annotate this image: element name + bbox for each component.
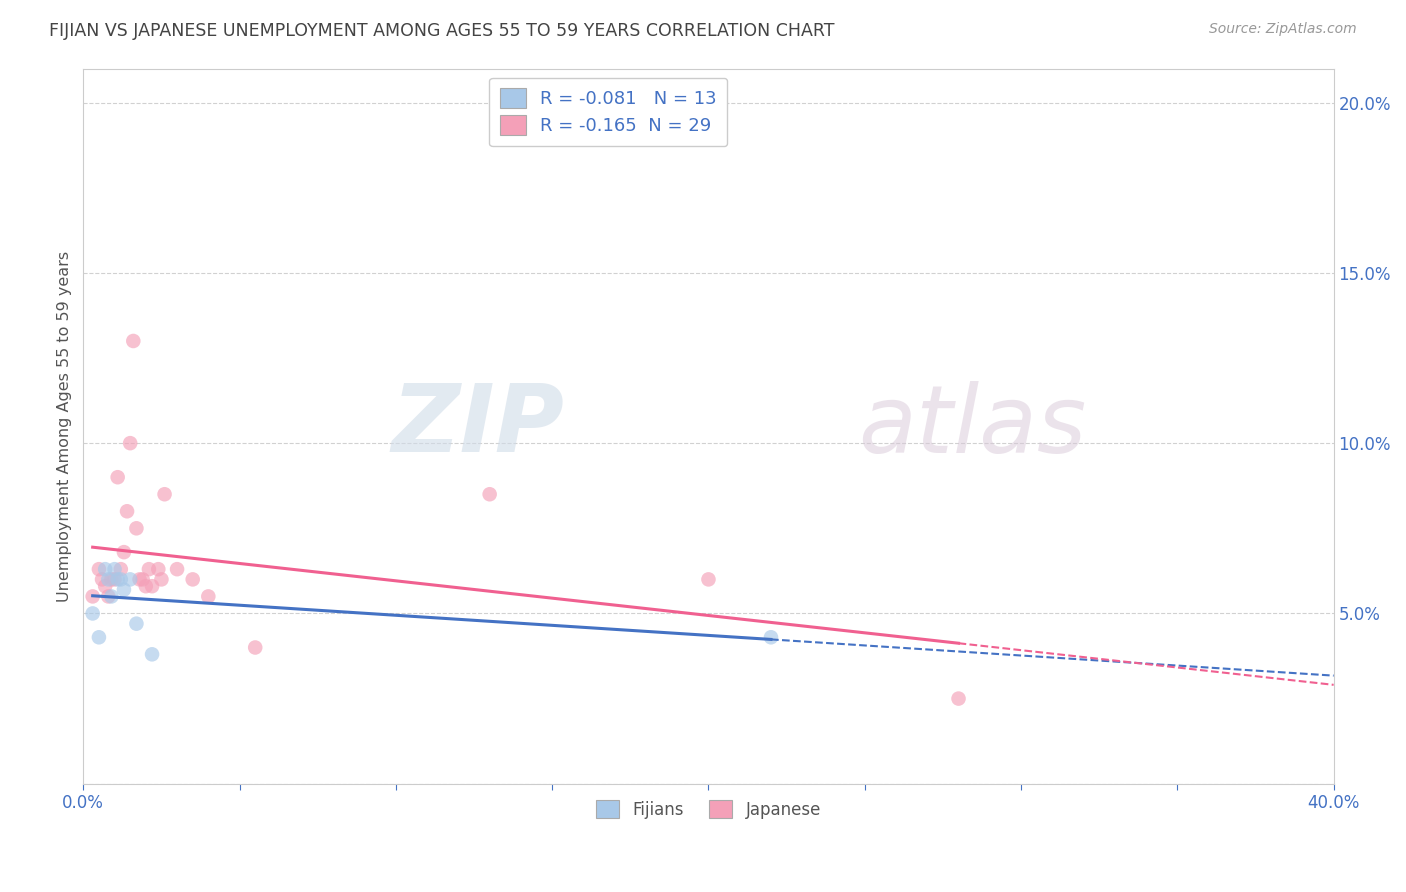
- Point: [110, 562, 132, 576]
- Point: [87, 630, 110, 644]
- Point: [97, 590, 120, 604]
- Text: ZIP: ZIP: [392, 380, 565, 472]
- Point: [97, 573, 120, 587]
- Text: atlas: atlas: [859, 381, 1087, 472]
- Point: [166, 562, 188, 576]
- Point: [103, 573, 125, 587]
- Point: [148, 562, 170, 576]
- Point: [135, 579, 157, 593]
- Point: [697, 573, 720, 587]
- Legend: Fijians, Japanese: Fijians, Japanese: [589, 794, 828, 825]
- Point: [107, 573, 129, 587]
- Point: [115, 504, 138, 518]
- Point: [150, 573, 173, 587]
- Point: [100, 573, 122, 587]
- Point: [107, 470, 129, 484]
- Point: [153, 487, 176, 501]
- Text: FIJIAN VS JAPANESE UNEMPLOYMENT AMONG AGES 55 TO 59 YEARS CORRELATION CHART: FIJIAN VS JAPANESE UNEMPLOYMENT AMONG AG…: [49, 22, 835, 40]
- Point: [131, 573, 153, 587]
- Point: [120, 436, 142, 450]
- Point: [120, 573, 142, 587]
- Point: [181, 573, 204, 587]
- Point: [94, 562, 117, 576]
- Point: [125, 521, 148, 535]
- Point: [82, 590, 104, 604]
- Text: Source: ZipAtlas.com: Source: ZipAtlas.com: [1209, 22, 1357, 37]
- Point: [100, 590, 122, 604]
- Point: [478, 487, 501, 501]
- Point: [138, 562, 160, 576]
- Point: [125, 616, 148, 631]
- Point: [759, 630, 782, 644]
- Point: [82, 607, 104, 621]
- Point: [112, 582, 135, 597]
- Point: [94, 579, 117, 593]
- Y-axis label: Unemployment Among Ages 55 to 59 years: Unemployment Among Ages 55 to 59 years: [58, 251, 72, 602]
- Point: [197, 590, 219, 604]
- Point: [141, 648, 163, 662]
- Point: [112, 545, 135, 559]
- Point: [110, 573, 132, 587]
- Point: [948, 691, 970, 706]
- Point: [122, 334, 145, 348]
- Point: [103, 562, 125, 576]
- Point: [128, 573, 150, 587]
- Point: [141, 579, 163, 593]
- Point: [91, 573, 114, 587]
- Point: [87, 562, 110, 576]
- Point: [245, 640, 267, 655]
